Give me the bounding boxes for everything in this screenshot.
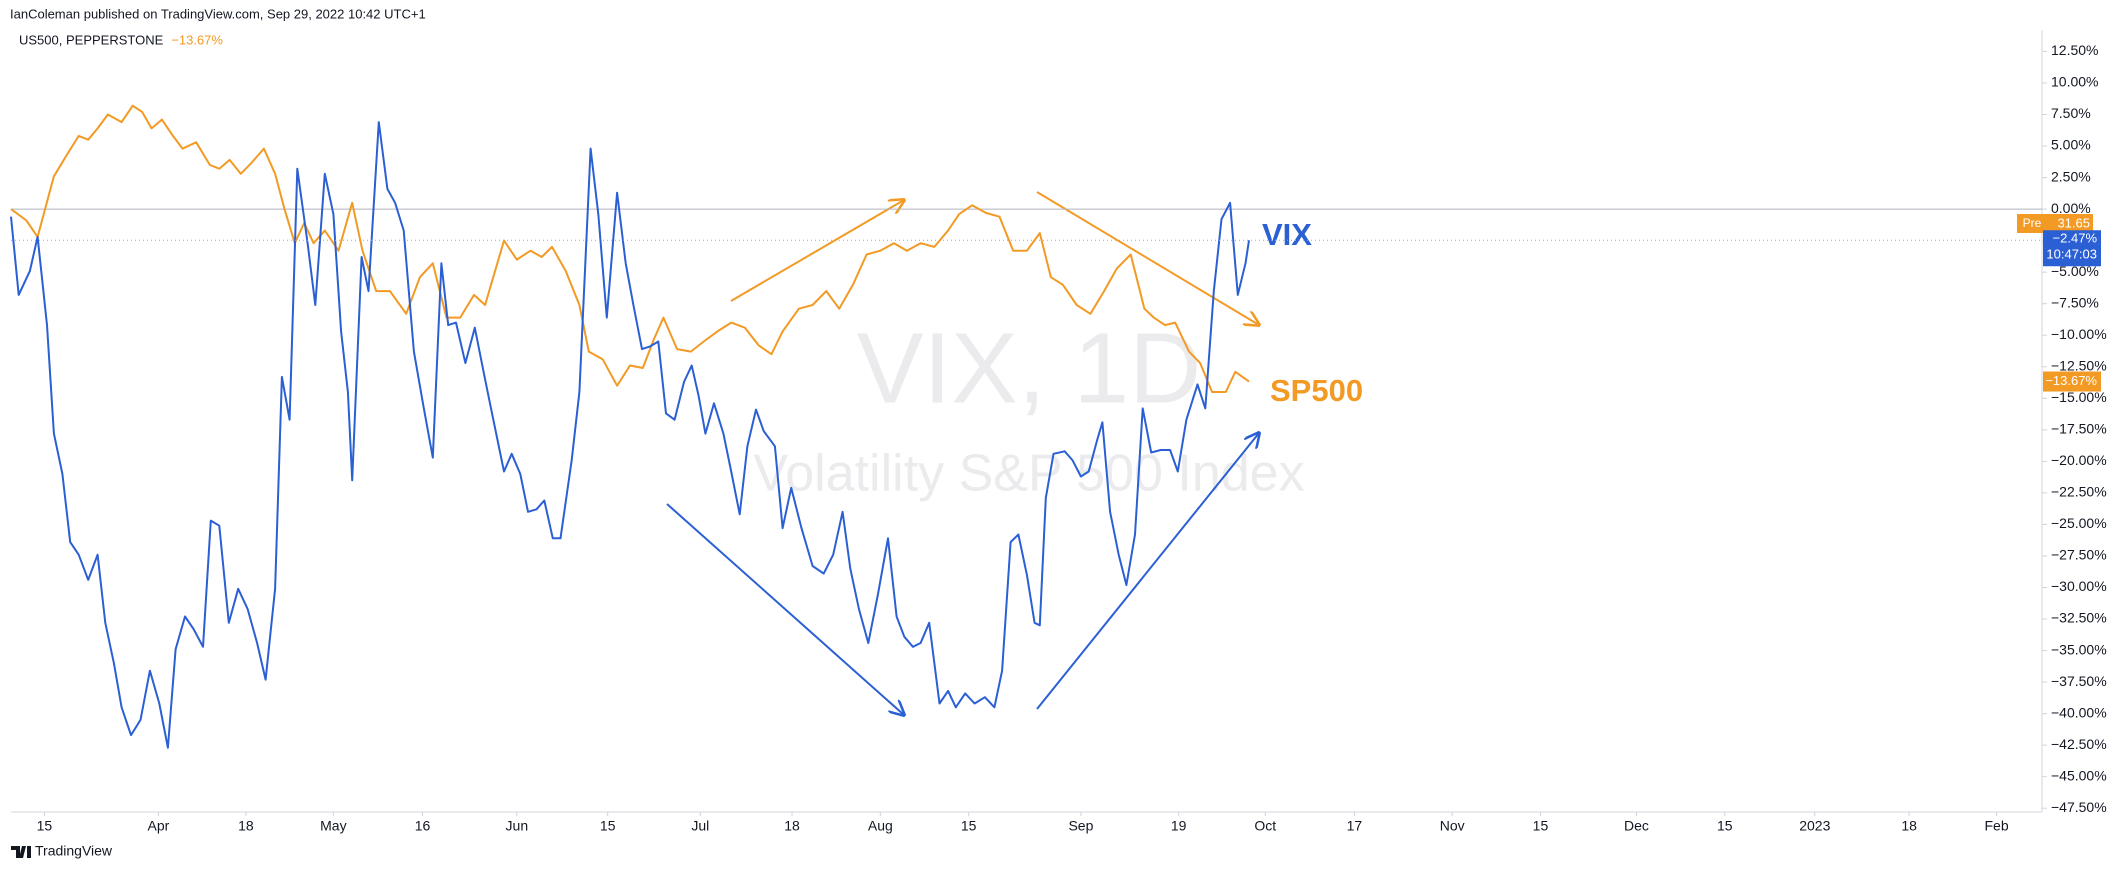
y-tick-label: 5.00%: [2051, 137, 2091, 153]
watermark-subtitle: Volatility S&P 500 Index: [753, 445, 1304, 503]
x-tick-label: Jun: [506, 818, 529, 834]
x-tick-label: 2023: [1799, 818, 1830, 834]
countdown: 10:47:03: [2046, 247, 2097, 262]
y-tick-label: −30.00%: [2051, 578, 2107, 594]
y-tick-label: −22.50%: [2051, 484, 2107, 500]
y-tick-label: 7.50%: [2051, 105, 2091, 121]
x-tick-label: Aug: [868, 818, 893, 834]
y-tick-label: −45.00%: [2051, 767, 2107, 783]
y-tick-label: −27.50%: [2051, 547, 2107, 563]
y-tick-label: −25.00%: [2051, 515, 2107, 531]
x-tick-label: 15: [961, 818, 977, 834]
x-tick-label: 19: [1171, 818, 1187, 834]
x-tick-label: Jul: [691, 818, 709, 834]
x-tick-label: Sep: [1068, 818, 1093, 834]
x-tick-label: May: [320, 818, 346, 834]
y-tick-label: −12.50%: [2051, 357, 2107, 373]
y-tick-label: −35.00%: [2051, 641, 2107, 657]
y-tick-label: −32.50%: [2051, 610, 2107, 626]
logo: [11, 846, 31, 858]
legend: US500, PEPPERSTONE −13.67%: [19, 32, 223, 47]
last-value-label: −13.67%: [2045, 373, 2097, 388]
y-tick-label: −42.50%: [2051, 736, 2107, 752]
x-tick-label: Feb: [1984, 818, 2008, 834]
y-tick-label: −15.00%: [2051, 389, 2107, 405]
pre-label: Pre: [2023, 216, 2042, 230]
y-tick-label: 10.00%: [2051, 74, 2098, 90]
trend-arrow: [666, 503, 904, 715]
y-tick-label: 2.50%: [2051, 168, 2091, 184]
legend-name: US500, PEPPERSTONE: [19, 32, 164, 47]
y-tick-label: −17.50%: [2051, 421, 2107, 437]
x-tick-label: 15: [1717, 818, 1733, 834]
vix-annotation: VIX: [1262, 217, 1312, 252]
x-tick-label: Oct: [1254, 818, 1276, 834]
x-tick-label: Nov: [1440, 818, 1465, 834]
y-tick-label: 12.50%: [2051, 42, 2098, 58]
x-tick-label: 15: [1533, 818, 1549, 834]
y-tick-label: −10.00%: [2051, 326, 2107, 342]
legend-change: −13.67%: [171, 32, 223, 47]
series-line: [10, 121, 1250, 749]
y-tick-label: −37.50%: [2051, 673, 2107, 689]
trend-arrow: [1036, 433, 1259, 710]
x-tick-label: 18: [1901, 818, 1917, 834]
x-tick-label: 18: [238, 818, 254, 834]
x-tick-label: 16: [415, 818, 431, 834]
pre-price-box: [2047, 214, 2093, 233]
footer: TradingView: [11, 843, 113, 859]
trend-arrow: [1036, 191, 1259, 325]
x-tick-label: 15: [37, 818, 53, 834]
y-tick-label: −47.50%: [2051, 799, 2107, 815]
y-tick-label: −7.50%: [2051, 294, 2099, 310]
y-tick-label: −20.00%: [2051, 452, 2107, 468]
watermark: VIX, 1D: [857, 312, 1202, 424]
footer-brand: TradingView: [35, 843, 113, 859]
x-tick-label: 18: [784, 818, 800, 834]
last-value-label: −2.47%: [2053, 231, 2098, 246]
x-tick-label: Dec: [1624, 818, 1649, 834]
y-tick-label: 0.00%: [2051, 200, 2091, 216]
pre-box: [2017, 214, 2047, 233]
trend-arrow: [730, 200, 904, 302]
x-tick-label: Apr: [148, 818, 170, 834]
y-tick-label: −5.00%: [2051, 263, 2099, 279]
x-tick-label: 17: [1347, 818, 1363, 834]
sp500-annotation: SP500: [1270, 373, 1363, 408]
publisher-header: IanColeman published on TradingView.com,…: [10, 6, 426, 21]
last-value-box: [2043, 371, 2101, 392]
y-tick-label: −40.00%: [2051, 704, 2107, 720]
pre-price: 31.65: [2057, 215, 2090, 230]
series-line: [10, 104, 1250, 393]
x-tick-label: 15: [600, 818, 616, 834]
last-value-box: [2043, 230, 2101, 267]
